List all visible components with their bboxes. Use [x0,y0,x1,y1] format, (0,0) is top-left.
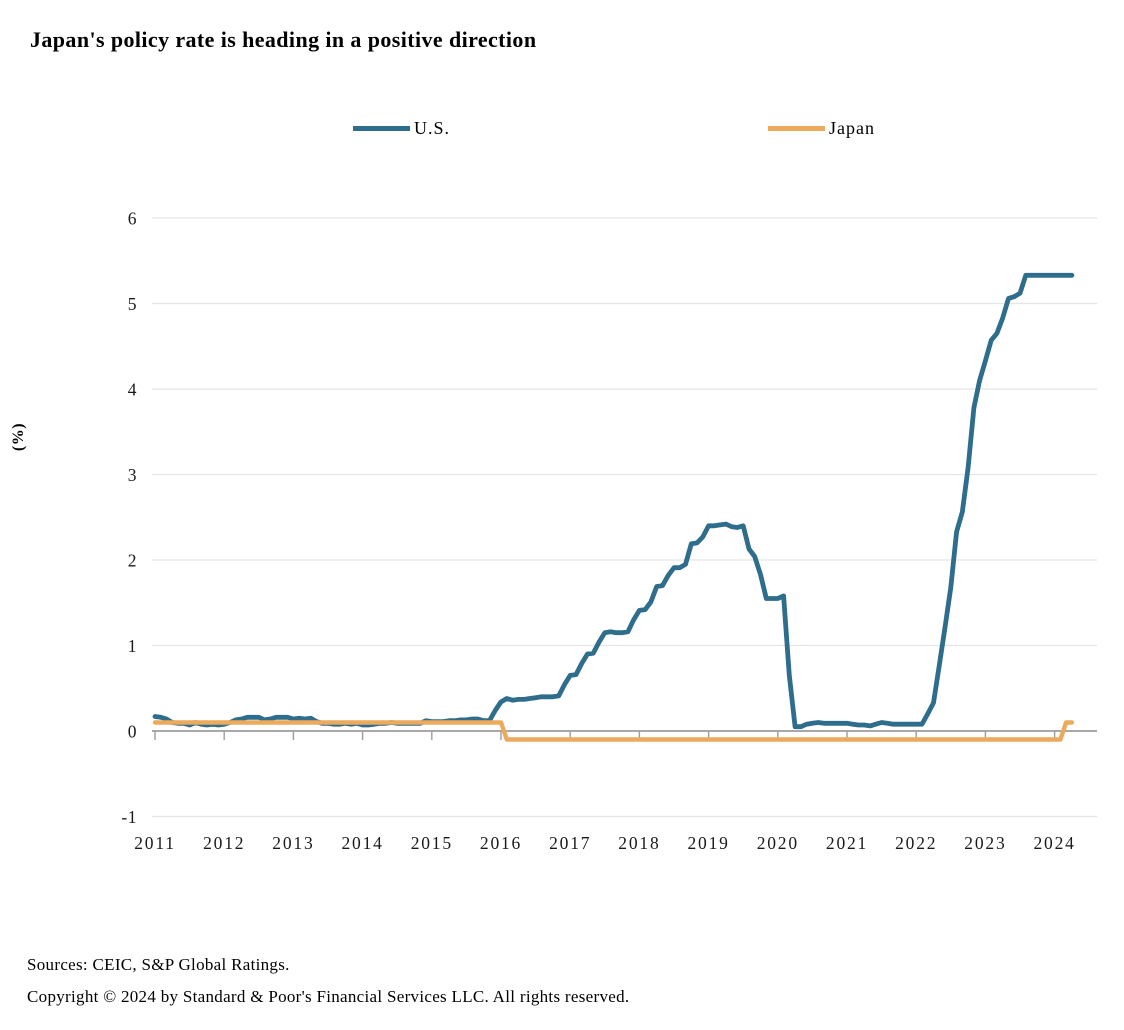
series-line-japan [152,720,1075,742]
x-tick-label: 2021 [826,833,868,853]
x-tick-label: 2022 [895,833,937,853]
us-line-swatch [353,125,410,131]
x-tick-label: 2024 [1033,833,1075,853]
x-tick-label: 2017 [549,833,591,853]
legend-item-japan: Japan [768,117,875,139]
legend-label-us: U.S. [414,117,451,138]
x-tick-label: 2014 [341,833,383,853]
y-tick-label: 0 [128,722,137,742]
legend-item-us: U.S. [353,117,450,139]
x-tick-label: 2018 [618,833,660,853]
x-tick-label: 2011 [134,833,176,853]
chart-title: Japan's policy rate is heading in a posi… [30,26,537,52]
y-tick-label: 4 [128,380,137,400]
legend-label-japan: Japan [829,117,875,138]
x-tick-label: 2023 [964,833,1006,853]
y-tick-label: 2 [128,551,137,571]
x-tick-label: 2012 [203,833,245,853]
x-tick-label: 2013 [272,833,314,853]
series-line-us [152,272,1075,730]
y-tick-label: 3 [128,465,137,485]
copyright-text: Copyright © 2024 by Standard & Poor's Fi… [27,987,630,1006]
japan-line-swatch [768,125,825,131]
y-tick-label: 1 [128,636,137,656]
x-tick-label: 2016 [480,833,522,853]
x-tick-label: 2020 [757,833,799,853]
y-tick-label: 6 [128,209,137,229]
sources-text: Sources: CEIC, S&P Global Ratings. [27,955,290,974]
y-tick-label: 5 [128,294,137,314]
y-tick-label: -1 [121,807,137,827]
x-tick-label: 2019 [687,833,729,853]
x-tick-label: 2015 [411,833,453,853]
